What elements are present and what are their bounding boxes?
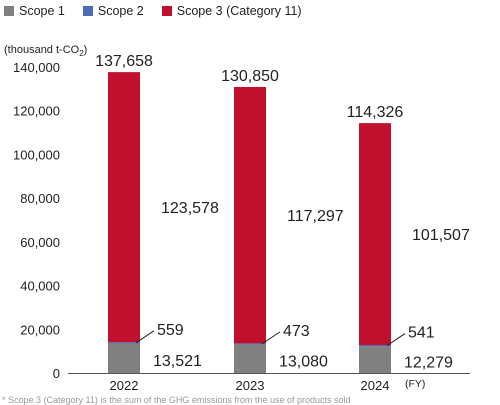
y-tick-label: 60,000 xyxy=(20,235,60,250)
bar-segment-scope1 xyxy=(108,343,140,373)
bar-segment-scope1 xyxy=(359,346,391,373)
y-tick-label: 0 xyxy=(53,366,60,381)
legend-swatch-scope2 xyxy=(82,6,93,16)
bar-segment-scope3 xyxy=(108,72,140,343)
legend-label-scope3: Scope 3 (Category 11) xyxy=(176,4,302,18)
scope2-leader-line xyxy=(386,333,406,346)
legend-swatch-scope3 xyxy=(161,6,172,16)
total-label: 137,658 xyxy=(95,53,153,70)
scope1-value-label: 12,279 xyxy=(404,355,453,372)
scope2-value-label: 559 xyxy=(157,322,184,339)
legend-item-scope3: Scope 3 (Category 11) xyxy=(161,4,302,18)
scope2-value-label: 541 xyxy=(408,325,435,342)
fiscal-year-label: (FY) xyxy=(405,378,426,390)
bar-segment-scope2 xyxy=(359,344,391,347)
x-tick-label: 2023 xyxy=(236,378,265,393)
legend-label-scope1: Scope 1 xyxy=(19,4,65,18)
x-tick-label: 2022 xyxy=(110,378,139,393)
scope2-value-label: 473 xyxy=(283,323,310,340)
bar-segment-scope3 xyxy=(359,123,391,345)
scope2-leader-line xyxy=(261,331,281,345)
y-tick-label: 20,000 xyxy=(20,322,60,337)
legend-item-scope1: Scope 1 xyxy=(4,4,65,18)
y-tick-label: 140,000 xyxy=(13,60,60,75)
total-label: 114,326 xyxy=(347,104,404,121)
bar-segment-scope2 xyxy=(234,343,266,345)
legend-item-scope2: Scope 2 xyxy=(82,4,144,18)
bar-segment-scope3 xyxy=(234,86,266,344)
scope3-value-label: 101,507 xyxy=(412,227,470,244)
scope1-value-label: 13,080 xyxy=(279,354,328,371)
y-tick-label: 80,000 xyxy=(20,191,60,206)
scope2-leader-line xyxy=(135,330,155,344)
bar-segment-scope2 xyxy=(108,342,140,344)
x-tick-label: 2024 xyxy=(361,378,390,393)
scope3-value-label: 117,297 xyxy=(287,208,344,225)
footnote: * Scope 3 (Category 11) is the sum of th… xyxy=(2,395,351,405)
y-tick-label: 100,000 xyxy=(13,147,60,162)
scope1-value-label: 13,521 xyxy=(153,353,202,370)
legend-swatch-scope1 xyxy=(4,6,14,16)
legend-label-scope2: Scope 2 xyxy=(97,4,144,18)
bar-segment-scope1 xyxy=(234,344,266,373)
y-tick-label: 40,000 xyxy=(20,279,60,294)
y-tick-label: 120,000 xyxy=(13,104,60,119)
total-label: 130,850 xyxy=(221,68,279,85)
y-axis-unit-label: (thousand t-CO2) xyxy=(4,44,88,59)
stacked-bar-chart: 0 20,000 40,000 60,000 80,000 100,000 120,000 1… xyxy=(13,53,470,393)
scope3-value-label: 123,578 xyxy=(161,200,219,217)
legend: Scope 1 Scope 2 Scope 3 (Category 11) xyxy=(4,4,302,18)
